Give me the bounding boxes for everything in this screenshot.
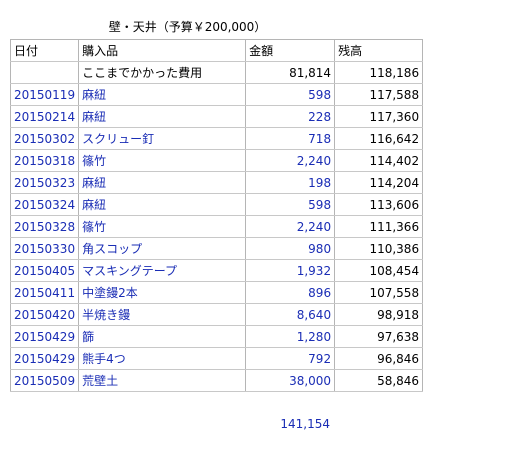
table-row: 20150429 熊手4つ 792 96,846 xyxy=(9,347,424,370)
balance-cell[interactable]: 97,638 xyxy=(334,325,424,348)
table-row: 20150119 麻紐 598 117,588 xyxy=(9,83,424,106)
total-amount[interactable]: 141,154 xyxy=(280,417,330,431)
balance-cell[interactable]: 117,360 xyxy=(334,105,424,128)
date-cell[interactable]: 20150429 xyxy=(9,325,80,348)
header-balance[interactable]: 残高 xyxy=(334,39,424,62)
date-cell[interactable]: 20150119 xyxy=(9,83,80,106)
date-cell[interactable]: 20150509 xyxy=(9,369,80,392)
table-row: 20150324 麻紐 598 113,606 xyxy=(9,193,424,216)
table-row: 20150330 角スコップ 980 110,386 xyxy=(9,237,424,260)
table-row: 20150429 篩 1,280 97,638 xyxy=(9,325,424,348)
amount-cell[interactable]: 228 xyxy=(245,105,336,128)
balance-cell[interactable]: 110,386 xyxy=(334,237,424,260)
balance-cell[interactable]: 117,588 xyxy=(334,83,424,106)
prior-amount-cell[interactable]: 81,814 xyxy=(245,61,336,84)
table-row: 20150420 半焼き鏝 8,640 98,918 xyxy=(9,303,424,326)
table-row: 20150214 麻紐 228 117,360 xyxy=(9,105,424,128)
header-amount[interactable]: 金額 xyxy=(245,39,336,62)
balance-cell[interactable]: 96,846 xyxy=(334,347,424,370)
date-cell[interactable]: 20150323 xyxy=(9,171,80,194)
amount-cell[interactable]: 1,932 xyxy=(245,259,336,282)
amount-cell[interactable]: 598 xyxy=(245,193,336,216)
item-cell[interactable]: 篠竹 xyxy=(78,215,247,238)
item-cell[interactable]: 熊手4つ xyxy=(78,347,247,370)
expense-table: 日付 購入品 金額 残高 ここまでかかった費用 81,814 118,186 2… xyxy=(9,39,424,392)
prior-balance-cell[interactable]: 118,186 xyxy=(334,61,424,84)
amount-cell[interactable]: 198 xyxy=(245,171,336,194)
date-cell[interactable]: 20150429 xyxy=(9,347,80,370)
table-row: 20150509 荒壁土 38,000 58,846 xyxy=(9,369,424,392)
table-row: 20150318 篠竹 2,240 114,402 xyxy=(9,149,424,172)
amount-cell[interactable]: 2,240 xyxy=(245,215,336,238)
amount-cell[interactable]: 980 xyxy=(245,237,336,260)
amount-cell[interactable]: 2,240 xyxy=(245,149,336,172)
sheet-title: 壁・天井（予算￥200,000） xyxy=(108,20,267,34)
header-item[interactable]: 購入品 xyxy=(78,39,247,62)
amount-cell[interactable]: 38,000 xyxy=(245,369,336,392)
date-cell[interactable]: 20150318 xyxy=(9,149,80,172)
item-cell[interactable]: 荒壁土 xyxy=(78,369,247,392)
item-cell[interactable]: 中塗鏝2本 xyxy=(78,281,247,304)
header-row: 日付 購入品 金額 残高 xyxy=(9,39,424,62)
amount-cell[interactable]: 8,640 xyxy=(245,303,336,326)
balance-cell[interactable]: 107,558 xyxy=(334,281,424,304)
date-cell[interactable]: 20150214 xyxy=(9,105,80,128)
table-row: 20150328 篠竹 2,240 111,366 xyxy=(9,215,424,238)
item-cell[interactable]: 半焼き鏝 xyxy=(78,303,247,326)
table-row: 20150405 マスキングテープ 1,932 108,454 xyxy=(9,259,424,282)
item-cell[interactable]: マスキングテープ xyxy=(78,259,247,282)
table-row: 20150323 麻紐 198 114,204 xyxy=(9,171,424,194)
amount-cell[interactable]: 1,280 xyxy=(245,325,336,348)
prior-date-cell[interactable] xyxy=(9,61,80,84)
item-cell[interactable]: 麻紐 xyxy=(78,105,247,128)
balance-cell[interactable]: 58,846 xyxy=(334,369,424,392)
item-cell[interactable]: 角スコップ xyxy=(78,237,247,260)
date-cell[interactable]: 20150324 xyxy=(9,193,80,216)
item-cell[interactable]: 篠竹 xyxy=(78,149,247,172)
balance-cell[interactable]: 113,606 xyxy=(334,193,424,216)
date-cell[interactable]: 20150302 xyxy=(9,127,80,150)
balance-cell[interactable]: 114,402 xyxy=(334,149,424,172)
table-row: 20150411 中塗鏝2本 896 107,558 xyxy=(9,281,424,304)
item-cell[interactable]: 麻紐 xyxy=(78,83,247,106)
item-cell[interactable]: 麻紐 xyxy=(78,171,247,194)
date-cell[interactable]: 20150405 xyxy=(9,259,80,282)
prior-cost-row: ここまでかかった費用 81,814 118,186 xyxy=(9,61,424,84)
date-cell[interactable]: 20150411 xyxy=(9,281,80,304)
date-cell[interactable]: 20150328 xyxy=(9,215,80,238)
table-row: 20150302 スクリュー釘 718 116,642 xyxy=(9,127,424,150)
amount-cell[interactable]: 896 xyxy=(245,281,336,304)
item-cell[interactable]: スクリュー釘 xyxy=(78,127,247,150)
amount-cell[interactable]: 598 xyxy=(245,83,336,106)
date-cell[interactable]: 20150330 xyxy=(9,237,80,260)
balance-cell[interactable]: 116,642 xyxy=(334,127,424,150)
header-date[interactable]: 日付 xyxy=(9,39,80,62)
date-cell[interactable]: 20150420 xyxy=(9,303,80,326)
balance-cell[interactable]: 108,454 xyxy=(334,259,424,282)
balance-cell[interactable]: 114,204 xyxy=(334,171,424,194)
amount-cell[interactable]: 792 xyxy=(245,347,336,370)
balance-cell[interactable]: 98,918 xyxy=(334,303,424,326)
balance-cell[interactable]: 111,366 xyxy=(334,215,424,238)
item-cell[interactable]: 篩 xyxy=(78,325,247,348)
item-cell[interactable]: 麻紐 xyxy=(78,193,247,216)
amount-cell[interactable]: 718 xyxy=(245,127,336,150)
prior-item-cell[interactable]: ここまでかかった費用 xyxy=(78,61,247,84)
